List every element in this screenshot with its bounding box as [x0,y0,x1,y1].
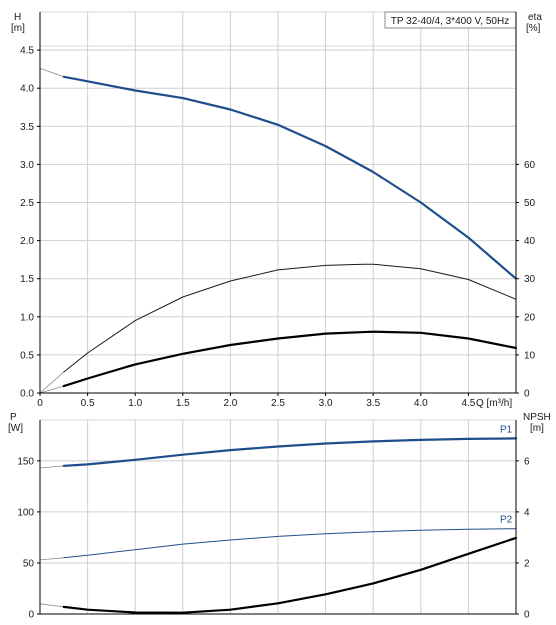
bottom-left-tick-label: 0 [28,610,34,621]
top-panel: TP 32-40/4, 3*400 V, 50Hz H [m] eta [%] … [11,11,542,409]
bottom-right-tick-label: 6 [524,456,530,467]
bottom-curves: P1 P2 [39,424,518,614]
bottom-right-tick-label: 0 [524,610,530,621]
top-series-0-line [62,75,518,280]
top-right-tick-label: 60 [524,160,536,171]
bottom-series-0-line [62,437,518,467]
top-left-tick-label: 3.5 [20,122,34,133]
top-series-2-extrapolation [39,385,64,394]
x-tick-label: 2.0 [223,398,237,409]
top-series-1-line [63,263,517,373]
chart-title: TP 32-40/4, 3*400 V, 50Hz [391,16,509,27]
chart-title-box: TP 32-40/4, 3*400 V, 50Hz [384,11,517,29]
bottom-series-2-extrapolation [39,603,64,608]
npsh-axis-label: NPSH [523,412,551,423]
bottom-left-tick-label: 150 [17,456,34,467]
top-left-tick-label: 0.5 [20,350,34,361]
top-right-tick-label: 0 [524,389,530,400]
top-curves [39,68,518,394]
h-axis-label: H [14,12,21,23]
top-left-tick-label: 1.0 [20,312,34,323]
q-axis-label: Q [m³/h] [476,398,512,409]
x-tick-label: 1.5 [176,398,190,409]
series-label-p2: P2 [500,515,513,526]
top-right-tick-label: 30 [524,274,536,285]
x-tick-label: 4.0 [414,398,428,409]
p-axis-unit: [W] [8,423,23,434]
x-tick-label: 3.0 [319,398,333,409]
top-tick-labels: 0.0 0.5 1.0 1.5 2.0 2.5 3.0 3.5 4.0 4.5 0 10 20 30 40 5… [20,46,535,409]
h-axis-unit: [m] [11,23,25,34]
top-series-2-line [62,330,518,388]
bottom-series-1-extrapolation [39,557,64,561]
bottom-series-1-line [63,528,517,559]
top-left-tick-label: 4.0 [20,84,34,95]
bottom-right-tick-label: 4 [524,507,530,518]
top-left-tick-label: 1.5 [20,274,34,285]
bottom-left-tick-label: 50 [23,558,35,569]
npsh-axis-unit: [m] [530,423,544,434]
top-series-1-extrapolation [39,371,65,394]
top-right-tick-label: 10 [524,350,536,361]
top-right-tick-label: 50 [524,198,536,209]
top-left-tick-label: 3.0 [20,160,34,171]
eta-axis-label: eta [528,12,542,23]
series-label-p1: P1 [500,424,513,435]
x-tick-label: 3.5 [366,398,380,409]
bottom-series-0-extrapolation [39,465,64,469]
p-axis-label: P [10,412,17,423]
x-tick-label: 0 [37,398,43,409]
bottom-right-tick-label: 2 [524,558,530,569]
x-tick-label: 2.5 [271,398,285,409]
bottom-panel: P [W] NPSH [m] 0 50 100 150 0 2 4 6 P1 P2 [8,412,551,621]
bottom-left-tick-label: 100 [17,507,34,518]
top-left-tick-label: 2.5 [20,198,34,209]
eta-axis-unit: [%] [526,23,541,34]
x-tick-label: 1.0 [128,398,142,409]
top-right-tick-label: 20 [524,312,536,323]
top-right-tick-label: 40 [524,236,536,247]
top-left-tick-label: 0.0 [20,389,34,400]
x-tick-label: 0.5 [81,398,95,409]
top-left-tick-label: 4.5 [20,46,34,57]
top-left-tick-label: 2.0 [20,236,34,247]
top-series-0-extrapolation [39,68,64,78]
bottom-series-2-line [62,536,518,614]
x-tick-label: 4.5 [461,398,475,409]
